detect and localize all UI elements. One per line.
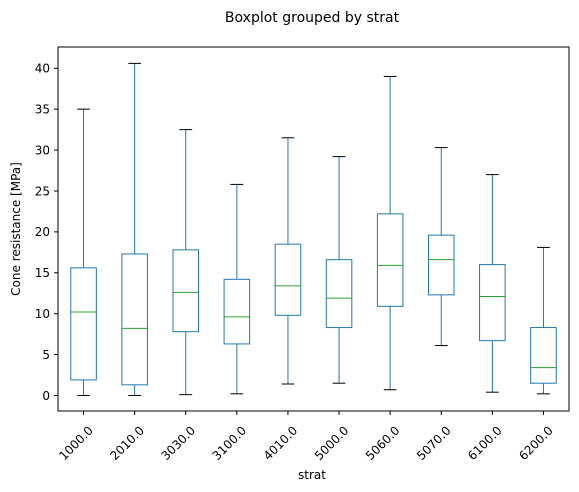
box [325,259,353,329]
y-tick-label: 0 [42,389,50,403]
chart-title: Boxplot grouped by strat [225,10,400,26]
x-tick-label: 5000.0 [312,423,352,463]
y-tick-label: 5 [42,348,50,362]
box [121,253,148,386]
y-tick-label: 10 [35,307,50,321]
box [427,234,455,296]
axes-frame [57,46,570,412]
x-tick-label: 4010.0 [261,423,301,463]
box [530,327,557,384]
x-tick-label: 3100.0 [210,423,250,463]
y-tick-label: 25 [35,184,50,198]
y-tick-label: 15 [35,266,50,280]
box [274,243,302,316]
box [479,264,506,342]
y-tick-label: 40 [35,62,50,76]
x-axis-label: strat [298,468,326,482]
y-tick-label: 30 [35,143,50,157]
box [223,278,251,345]
box [172,249,200,333]
box [376,213,404,307]
y-axis-label: Cone resistance [MPa] [9,162,23,296]
x-tick-label: 6100.0 [465,423,505,463]
box [70,267,97,381]
x-tick-label: 2010.0 [107,423,147,463]
y-tick-label: 20 [35,225,50,239]
x-tick-label: 6200.0 [516,423,556,463]
x-tick-label: 5060.0 [363,423,403,463]
x-tick-label: 1000.0 [56,423,96,463]
plot-area: 1000.0 2010.0 3030.0 3100.0 4010.0 5000.0 5060… [35,46,570,463]
x-tick-label: 5070.0 [414,423,454,463]
x-tick-label: 3030.0 [158,423,198,463]
y-tick-label: 35 [35,102,50,116]
